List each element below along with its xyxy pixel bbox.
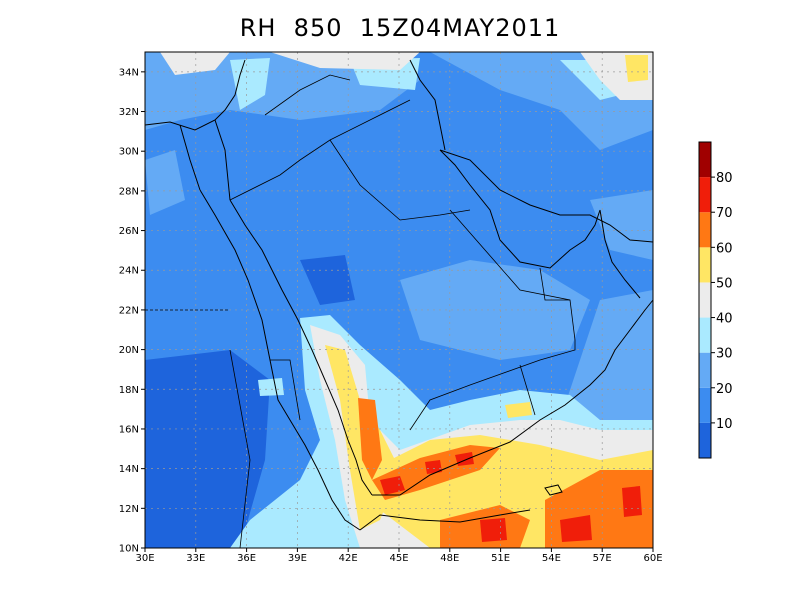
sudan-eritrea-border — [270, 359, 301, 421]
lon-tick-label: 39E — [288, 553, 307, 564]
map-title: RH 850 15Z04MAY2011 — [239, 14, 561, 42]
red-sea-west-coast — [199, 189, 361, 531]
rh-humid-zone — [230, 58, 270, 110]
saudi-south-border — [409, 209, 576, 431]
gulf-of-oman-coast — [599, 209, 641, 299]
colorbar-swatch — [699, 247, 711, 283]
lon-tick-label: 48E — [440, 553, 459, 564]
country-borders — [145, 74, 576, 548]
nile-line — [179, 124, 201, 191]
lat-tick-label: 12N — [119, 504, 139, 515]
lon-tick-label: 45E — [389, 553, 408, 564]
lon-tick-label: 42E — [339, 553, 358, 564]
lon-tick-label: 57E — [593, 553, 612, 564]
saudi-jordan-iraq-border — [229, 99, 411, 201]
rh-mid-zone — [145, 150, 185, 215]
socotra-island — [544, 484, 563, 496]
euphrates-line — [409, 59, 446, 151]
colorbar-swatch — [699, 177, 711, 213]
lon-tick-label: 30E — [135, 553, 154, 564]
rh-very-moist-zone — [358, 398, 382, 480]
uae-border — [539, 267, 570, 301]
levant-coast — [145, 59, 246, 131]
colorbar-tick-label: 70 — [716, 206, 733, 221]
colorbar-tick-label: 20 — [716, 382, 733, 397]
rh-field — [145, 52, 653, 548]
colorbar-tick-labels: 10 20 30 40 50 60 70 80 — [711, 171, 733, 432]
lat-tick-label: 20N — [119, 345, 139, 356]
rh-saturated-zone — [480, 518, 507, 542]
rh-mid-zone — [590, 190, 653, 260]
colorbar-tick-label: 60 — [716, 241, 733, 256]
lat-tick-label: 16N — [119, 424, 139, 435]
rh-low-zone — [300, 255, 355, 305]
rh-gray-zone — [160, 52, 230, 75]
map-coastlines — [145, 59, 653, 531]
lat-tick-label: 18N — [119, 385, 139, 396]
colorbar: 10 20 30 40 50 60 70 80 — [698, 141, 733, 459]
rh-gray-zone — [270, 52, 420, 70]
sinai-line — [214, 119, 231, 201]
map-axis-ticks — [141, 71, 654, 552]
colorbar-swatch — [699, 142, 711, 178]
yemen-oman-border — [519, 364, 536, 416]
colorbar-tick-label: 80 — [716, 171, 733, 186]
colorbar-swatch — [699, 352, 711, 388]
colorbar-tick-label: 50 — [716, 276, 733, 291]
colorbar-swatch — [699, 212, 711, 248]
saudi-iraq-border — [329, 139, 471, 221]
colorbar-swatch — [699, 422, 711, 458]
lat-tick-label: 26N — [119, 226, 139, 237]
rh-saturated-zone — [560, 515, 592, 542]
lat-tick-label: 24N — [119, 266, 139, 277]
lat-tick-label: 34N — [119, 67, 139, 78]
red-sea-east-coast — [229, 199, 373, 496]
lat-tick-label: 28N — [119, 186, 139, 197]
rh-humid-zone — [258, 378, 284, 396]
lat-tick-label: 22N — [119, 305, 139, 316]
colorbar-tick-label: 30 — [716, 347, 733, 362]
lon-tick-label: 33E — [186, 553, 205, 564]
colorbar-swatch — [699, 317, 711, 353]
rh-moist-zone — [505, 402, 532, 418]
colorbar-swatch — [699, 387, 711, 423]
rh-saturated-zone — [425, 460, 442, 474]
rh-mid-zone — [145, 52, 420, 130]
lon-tick-label: 51E — [491, 553, 510, 564]
colorbar-tick-label: 10 — [716, 417, 733, 432]
lon-tick-label: 54E — [542, 553, 561, 564]
lat-tick-label: 14N — [119, 464, 139, 475]
lat-tick-label: 32N — [119, 107, 139, 118]
lat-tick-label: 30N — [119, 147, 139, 158]
rh-saturated-zone — [622, 486, 642, 517]
colorbar-tick-label: 40 — [716, 312, 733, 327]
africa-horn-coast — [359, 509, 531, 531]
jordan-border — [264, 74, 351, 116]
lon-tick-label: 60E — [643, 553, 662, 564]
lon-tick-label: 36E — [237, 553, 256, 564]
latitude-tick-labels: 10N 12N 14N 16N 18N 20N 22N 24N 26N 28N 30N 32N 34N — [119, 67, 139, 554]
lat-tick-label: 10N — [119, 544, 139, 555]
map-gridlines — [145, 52, 653, 548]
persian-gulf-east — [439, 149, 653, 243]
colorbar-swatch — [699, 282, 711, 318]
persian-gulf-west — [439, 149, 601, 269]
arabia-south-coast — [372, 299, 653, 496]
rh-moist-zone — [625, 55, 648, 82]
sudan-ethiopia-border — [229, 349, 251, 548]
colorbar-swatches — [699, 142, 711, 458]
colorbar-frame — [698, 141, 712, 459]
longitude-tick-labels: 30E 33E 36E 39E 42E 45E 48E 51E 54E 57E 60E — [135, 553, 662, 564]
